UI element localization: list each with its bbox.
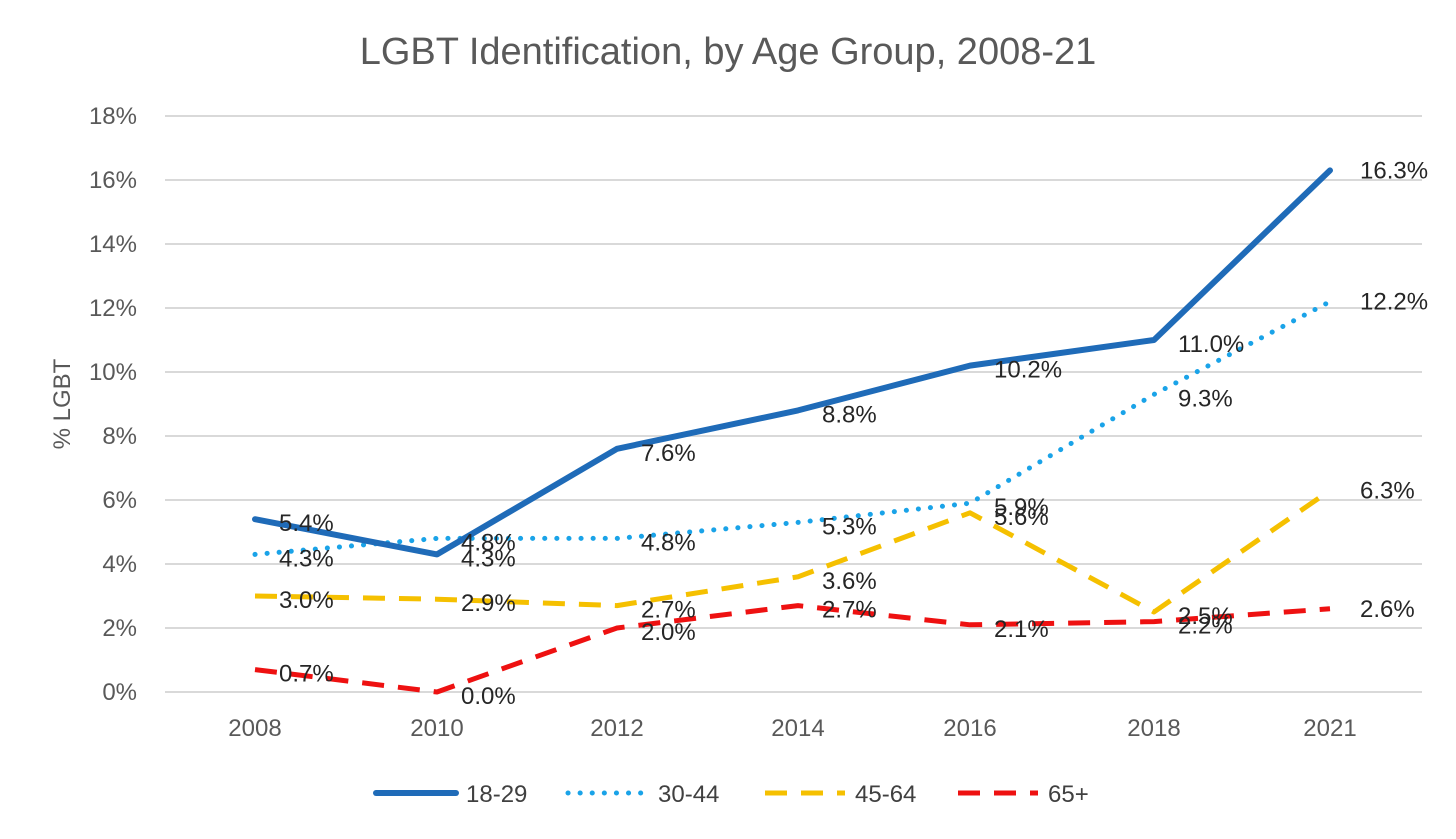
data-label: 4.8% xyxy=(461,529,516,556)
data-label: 2.7% xyxy=(641,597,696,624)
data-label: 2.2% xyxy=(1178,613,1233,640)
series-line-45-64 xyxy=(254,488,1332,615)
y-tick-label: 6% xyxy=(102,487,137,514)
chart-title: LGBT Identification, by Age Group, 2008-… xyxy=(360,31,1097,73)
y-tick-label: 14% xyxy=(89,231,137,258)
data-label: 2.1% xyxy=(994,616,1049,643)
data-label: 4.8% xyxy=(641,529,696,556)
y-tick-label: 18% xyxy=(89,103,137,130)
y-axis-label: % LGBT xyxy=(49,358,76,449)
y-tick-label: 0% xyxy=(102,679,137,706)
y-tick-label: 2% xyxy=(102,615,137,642)
data-label: 5.4% xyxy=(279,510,334,537)
legend-label: 45-64 xyxy=(855,781,916,808)
data-label: 12.2% xyxy=(1360,289,1428,316)
y-tick-label: 10% xyxy=(89,359,137,386)
data-label: 7.6% xyxy=(641,440,696,467)
data-label: 5.3% xyxy=(822,513,877,540)
x-tick-label: 2010 xyxy=(410,715,463,742)
y-tick-label: 4% xyxy=(102,551,137,578)
data-label: 16.3% xyxy=(1360,157,1428,184)
data-label: 5.6% xyxy=(994,504,1049,531)
data-label: 5.9% xyxy=(994,494,1049,521)
data-label: 8.8% xyxy=(822,401,877,428)
data-label: 2.6% xyxy=(1360,596,1415,623)
x-tick-label: 2008 xyxy=(228,715,281,742)
data-label: 2.0% xyxy=(641,619,696,646)
x-tick-label: 2021 xyxy=(1303,715,1356,742)
x-tick-label: 2014 xyxy=(771,715,824,742)
data-label: 9.3% xyxy=(1178,385,1233,412)
data-label: 3.6% xyxy=(822,568,877,595)
x-tick-label: 2016 xyxy=(943,715,996,742)
legend-label: 18-29 xyxy=(466,781,527,808)
y-tick-label: 8% xyxy=(102,423,137,450)
data-label: 2.5% xyxy=(1178,603,1233,630)
legend-label: 65+ xyxy=(1048,781,1089,808)
data-label: 6.3% xyxy=(1360,477,1415,504)
data-label: 0.0% xyxy=(461,683,516,710)
data-label: 2.7% xyxy=(822,597,877,624)
series-line-65+ xyxy=(254,603,1331,695)
y-tick-label: 16% xyxy=(89,167,137,194)
data-label: 11.0% xyxy=(1178,331,1244,358)
data-label: 3.0% xyxy=(279,587,334,614)
data-label: 2.9% xyxy=(461,590,516,617)
x-tick-label: 2018 xyxy=(1127,715,1180,742)
data-label: 10.2% xyxy=(994,357,1062,384)
legend-label: 30-44 xyxy=(658,781,719,808)
series-line-18-29 xyxy=(252,167,1333,558)
data-label: 4.3% xyxy=(461,545,516,572)
y-tick-label: 12% xyxy=(89,295,137,322)
data-label: 0.7% xyxy=(279,661,334,688)
data-label: 4.3% xyxy=(279,545,334,572)
x-tick-label: 2012 xyxy=(590,715,643,742)
series-line-30-44 xyxy=(252,299,1333,557)
